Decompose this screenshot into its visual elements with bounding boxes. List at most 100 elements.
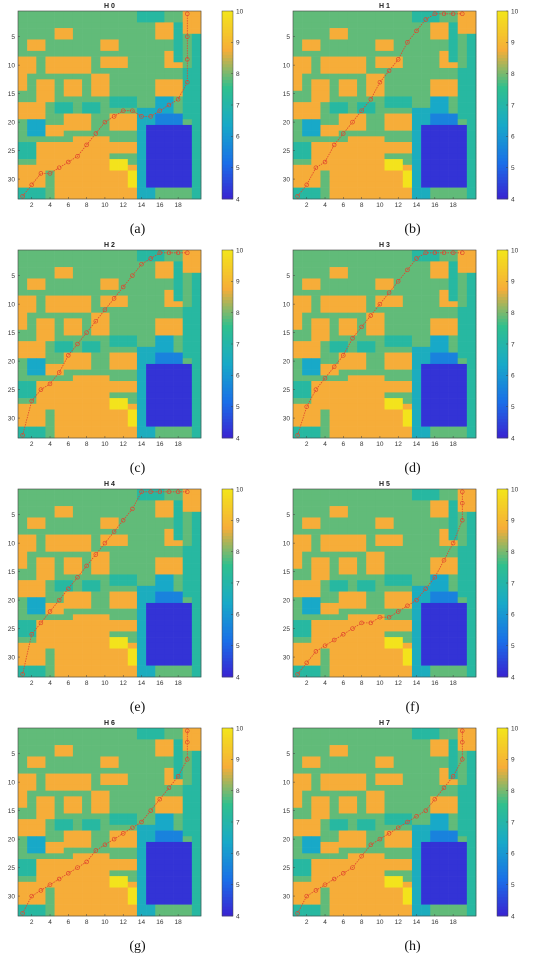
heatmap-cell — [182, 164, 193, 171]
heatmap-cell — [329, 250, 340, 256]
heatmap-cell — [439, 170, 449, 177]
heatmap-cell — [393, 50, 404, 57]
heatmap-cell — [347, 506, 358, 513]
heatmap-cell — [384, 671, 394, 678]
heatmap-cell — [411, 324, 422, 331]
heatmap-cell — [45, 574, 55, 581]
heatmap-cell — [375, 346, 385, 353]
heatmap-cell — [448, 511, 458, 518]
heatmap-cell — [54, 324, 65, 331]
colorbar-tick-label: 9 — [511, 518, 515, 525]
heatmap-cell — [100, 312, 110, 319]
heatmap-cell — [91, 631, 101, 638]
heatmap-cell — [347, 568, 358, 575]
colorbar-step — [497, 492, 508, 496]
colorbar-step — [497, 76, 508, 81]
heatmap-cell — [182, 170, 193, 177]
colorbar-step — [222, 583, 233, 587]
heatmap-cell — [402, 45, 413, 52]
heatmap-cell — [466, 602, 477, 609]
heatmap-cell — [421, 631, 431, 638]
heatmap-cell — [182, 580, 193, 587]
colorbar-step — [497, 520, 508, 524]
heatmap-cell — [91, 654, 101, 661]
heatmap-cell — [366, 147, 376, 154]
path-marker — [359, 108, 364, 113]
colorbar-tick-label: 7 — [511, 580, 515, 587]
heatmap-cell — [430, 494, 440, 501]
heatmap-cell — [421, 16, 431, 23]
heatmap-cell — [45, 50, 55, 57]
heatmap-cell — [18, 671, 28, 678]
heatmap-cell — [54, 56, 65, 63]
heatmap-cell — [457, 250, 468, 256]
heatmap-cell — [82, 597, 92, 604]
heatmap-cell — [293, 648, 303, 655]
heatmap-cell — [182, 386, 193, 393]
heatmap-cell — [27, 324, 37, 331]
heatmap-cell — [27, 654, 37, 661]
heatmap-cell — [118, 750, 129, 757]
heatmap-cell — [457, 625, 468, 632]
heatmap-cell — [430, 534, 440, 541]
heatmap-cell — [54, 136, 65, 143]
heatmap-cell — [100, 16, 110, 23]
heatmap-cell — [155, 500, 165, 507]
heatmap-cell — [173, 784, 183, 791]
heatmap-cell — [411, 386, 422, 393]
heatmap-cell — [18, 124, 28, 131]
heatmap-cell — [100, 329, 110, 336]
heatmap-cell — [402, 671, 413, 678]
colorbar-step — [222, 256, 233, 260]
colorbar-step — [497, 73, 508, 78]
heatmap-cell — [302, 620, 312, 627]
y-tick-label: 30 — [283, 654, 291, 661]
colorbar-step — [222, 117, 233, 122]
heatmap-cell — [430, 620, 440, 627]
heatmap-cell — [329, 187, 340, 194]
heatmap-cell — [182, 773, 193, 780]
heatmap-cell — [45, 750, 55, 757]
heatmap-cell — [173, 22, 183, 29]
colorbar-step — [222, 152, 233, 156]
colorbar-step — [497, 170, 508, 175]
heatmap-cell — [347, 381, 358, 388]
heatmap-cell — [118, 67, 129, 74]
path-marker — [295, 193, 300, 199]
heatmap-cell — [146, 324, 156, 331]
heatmap-cell — [457, 147, 468, 154]
heatmap-cell — [146, 312, 156, 319]
heatmap-cell — [320, 665, 330, 672]
heatmap-cell — [146, 608, 156, 615]
heatmap-cell — [384, 39, 394, 46]
heatmap-cell — [136, 534, 147, 541]
heatmap-cell — [466, 85, 477, 92]
heatmap-cell — [127, 73, 138, 80]
path-marker — [185, 489, 190, 495]
heatmap-cell — [63, 568, 74, 575]
heatmap-cell — [293, 187, 303, 194]
path-marker — [56, 597, 62, 603]
heatmap-cell — [63, 295, 74, 302]
heatmap-cell — [393, 352, 404, 359]
colorbar-step — [497, 86, 508, 90]
heatmap-cell — [393, 284, 404, 291]
heatmap-cell — [127, 352, 138, 359]
heatmap-cell — [173, 255, 183, 262]
heatmap-cell — [302, 28, 312, 35]
heatmap-cell — [109, 153, 119, 160]
heatmap-cell — [45, 341, 55, 348]
heatmap-cell — [155, 620, 165, 627]
heatmap-cell — [173, 620, 183, 627]
heatmap-cell — [109, 614, 119, 621]
colorbar-tick-label: 6 — [236, 612, 240, 619]
heatmap-cell — [27, 494, 37, 501]
heatmap-cell — [338, 557, 349, 564]
heatmap-cell — [45, 369, 55, 376]
heatmap-cell — [384, 551, 394, 558]
heatmap-cell — [182, 363, 193, 370]
heatmap-cell — [109, 523, 119, 530]
heatmap-cell — [91, 602, 101, 609]
heatmap-cell — [402, 642, 413, 649]
y-tick-label: 20 — [283, 597, 291, 604]
